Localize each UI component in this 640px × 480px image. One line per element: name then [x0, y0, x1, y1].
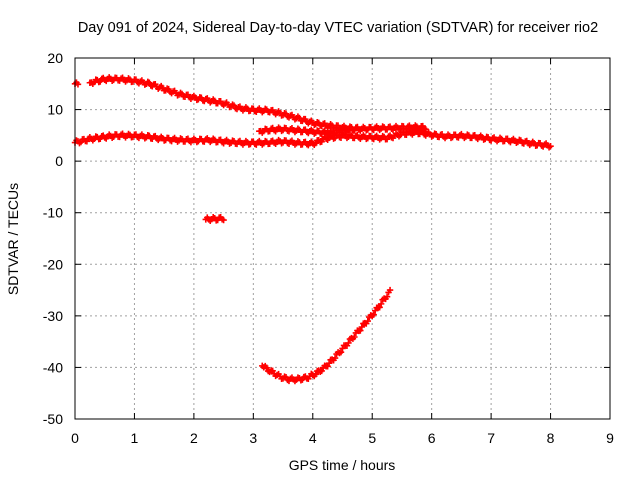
y-tick-label: -10	[43, 205, 63, 221]
y-tick-label: -30	[43, 308, 63, 324]
data-points	[71, 74, 554, 385]
x-tick-label: 4	[309, 430, 317, 446]
series-short-segment	[202, 213, 227, 225]
y-tick-label: 10	[47, 102, 63, 118]
y-tick-label: 20	[47, 50, 63, 66]
series-mid-track	[256, 122, 429, 138]
y-tick-label: -50	[43, 411, 63, 427]
data-point	[547, 142, 554, 150]
y-tick-labels: -50 -40 -30 -20 -10 0 10 20	[43, 50, 63, 427]
data-point	[74, 81, 82, 88]
data-point	[325, 360, 333, 367]
data-point	[331, 354, 339, 362]
y-tick-label: -40	[43, 359, 63, 375]
data-point	[357, 327, 364, 334]
x-tick-label: 6	[428, 430, 436, 446]
y-axis-label: SDTVAR / TECUs	[5, 183, 21, 295]
data-point	[364, 317, 371, 325]
data-point	[318, 367, 325, 375]
data-point	[312, 371, 319, 378]
data-point	[358, 323, 366, 331]
data-point	[337, 348, 345, 356]
data-point	[370, 311, 377, 318]
y-tick-label: 0	[55, 153, 63, 169]
data-point	[263, 364, 270, 371]
x-tick-label: 7	[487, 430, 495, 446]
x-tick-label: 5	[368, 430, 376, 446]
x-axis-label: GPS time / hours	[289, 457, 396, 473]
y-tick-label: -20	[43, 256, 63, 272]
x-tick-label: 1	[131, 430, 139, 446]
data-point	[377, 300, 385, 308]
x-tick-label: 3	[249, 430, 257, 446]
series-upper-track	[86, 74, 361, 134]
x-tick-labels: 0 1 2 3 4 5 6 7 8 9	[71, 430, 614, 446]
grid-lines	[74, 57, 611, 420]
series-low-arc	[259, 286, 394, 385]
data-point	[383, 293, 391, 300]
data-point	[351, 333, 358, 341]
data-point	[386, 286, 394, 294]
x-tick-label: 8	[547, 430, 555, 446]
series-upper-track-start	[71, 79, 82, 88]
data-point	[345, 339, 352, 347]
data-point	[376, 304, 383, 311]
x-tick-label: 9	[606, 430, 614, 446]
x-tick-label: 0	[71, 430, 79, 446]
plot-frame	[74, 57, 611, 420]
x-tick-label: 2	[190, 430, 198, 446]
series-lower-track	[71, 127, 554, 151]
data-point	[220, 216, 227, 224]
chart-title: Day 091 of 2024, Sidereal Day-to-day VTE…	[78, 20, 598, 36]
